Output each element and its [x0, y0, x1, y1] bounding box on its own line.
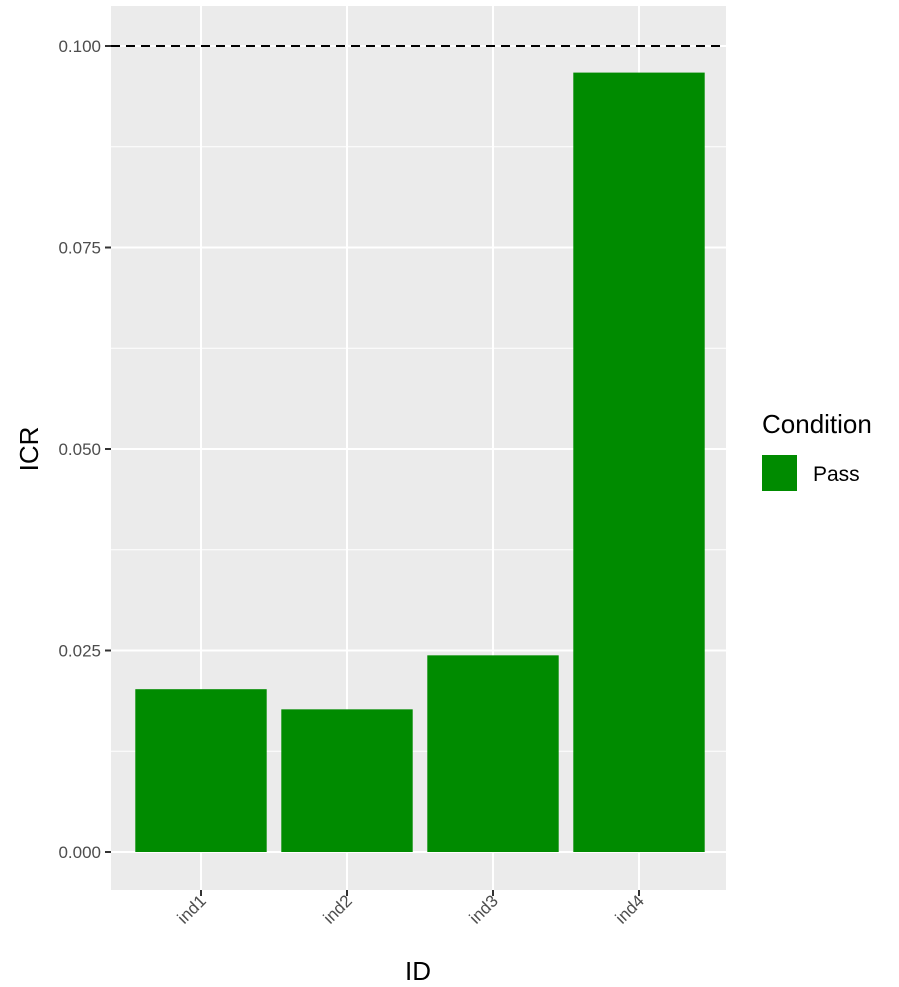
x-axis: ind1 ind2 ind3 ind4 [174, 890, 648, 928]
x-tick-label: ind3 [466, 891, 502, 927]
legend-key-pass [762, 455, 797, 491]
bars [135, 72, 705, 852]
bar-ind2 [281, 709, 413, 852]
y-tick-label: 0.075 [58, 239, 101, 258]
y-tick-label: 0.000 [58, 843, 101, 862]
legend-label-pass: Pass [813, 463, 860, 486]
y-axis: 0.000 0.025 0.050 0.075 0.100 [58, 37, 111, 862]
bar-ind4 [573, 72, 705, 852]
y-axis-title: ICR [14, 427, 44, 472]
x-tick-label: ind4 [612, 891, 648, 927]
legend: Condition Pass [762, 409, 872, 491]
y-tick-label: 0.025 [58, 642, 101, 661]
bar-ind1 [135, 689, 267, 852]
x-tick-label: ind1 [174, 891, 210, 927]
legend-title: Condition [762, 409, 872, 439]
x-axis-title: ID [405, 956, 431, 986]
bar-ind3 [427, 655, 559, 852]
y-tick-label: 0.100 [58, 37, 101, 56]
x-tick-label: ind2 [320, 891, 356, 927]
y-tick-label: 0.050 [58, 440, 101, 459]
